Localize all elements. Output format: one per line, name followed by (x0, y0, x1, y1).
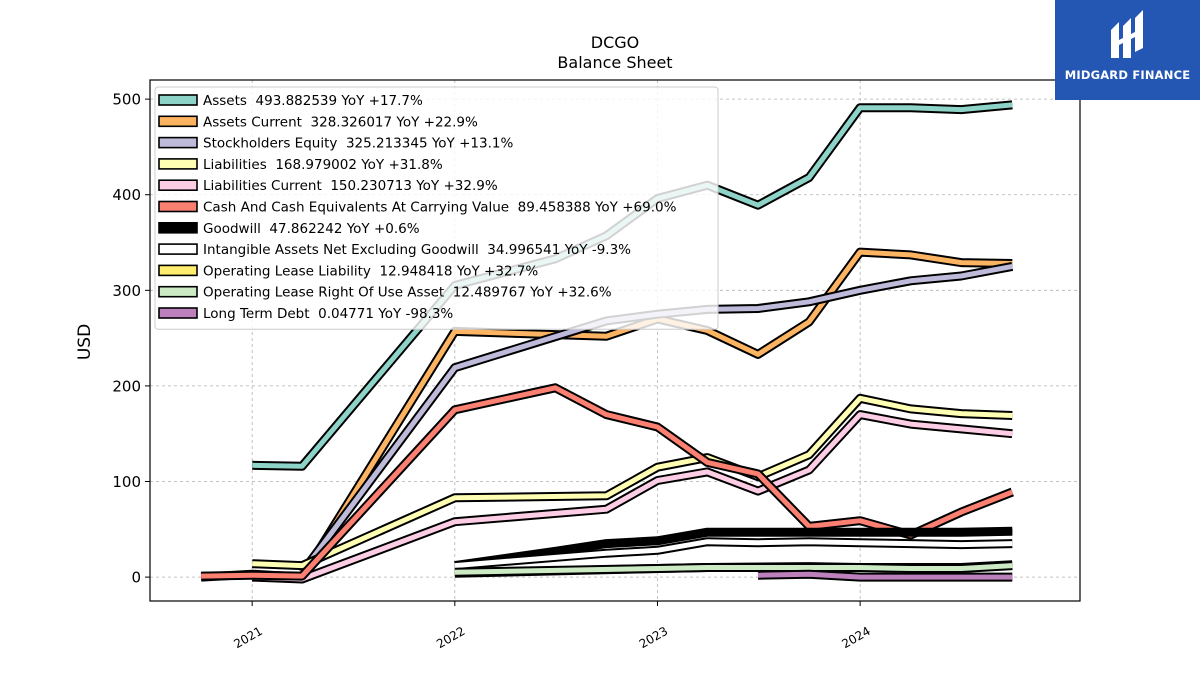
legend-box (154, 86, 719, 330)
y-axis-label: USD (75, 324, 95, 360)
legend-entry: Cash And Cash Equivalents At Carrying Va… (203, 200, 677, 216)
chart-subtitle: Balance Sheet (557, 53, 672, 72)
series-line (454, 526, 1013, 571)
y-tick-label: 300 (112, 282, 141, 300)
series-line (298, 261, 1014, 575)
x-tick-label: 2023 (637, 624, 670, 651)
legend-swatch (158, 307, 198, 319)
legend-swatch (158, 243, 198, 255)
legend-swatch (158, 285, 198, 298)
y-tick-label: 400 (112, 186, 141, 204)
series-lines (200, 100, 1014, 584)
legend-entry: Operating Lease Liability 12.948418 YoY … (203, 263, 538, 279)
series-line (454, 561, 1013, 577)
legend-swatch (158, 115, 198, 128)
x-tick-label: 2021 (231, 624, 264, 651)
x-axis-ticks: 2021 2022 2023 2024 (231, 601, 873, 651)
legend-entry: Assets 493.882539 YoY +17.7% (203, 93, 423, 109)
legend-swatch (158, 158, 198, 170)
y-axis-ticks: 0 100 200 300 400 500 (112, 91, 150, 587)
legend-swatch (158, 200, 198, 213)
legend-entry: Intangible Assets Net Excluding Goodwill… (203, 242, 631, 258)
x-tick-label: 2024 (839, 624, 872, 651)
legend-swatch (158, 179, 198, 191)
legend-swatch (158, 222, 198, 234)
legend-entry: Goodwill 47.862242 YoY +0.6% (203, 221, 420, 237)
series-line-stroke (300, 263, 1013, 574)
series-line-stroke (252, 412, 1013, 582)
legend-entry: Stockholders Equity 325.213345 YoY +13.1… (203, 136, 513, 152)
series-line (757, 569, 1013, 582)
series-line-stroke (454, 539, 1013, 569)
brand-name: MIDGARD FINANCE (1064, 68, 1191, 82)
series-line (454, 537, 1013, 571)
series-line-stroke (757, 571, 1013, 580)
series-line-stroke (454, 563, 1013, 575)
legend-entry: Long Term Debt 0.04771 YoY -98.3% (203, 306, 453, 322)
series-line-stroke (454, 528, 1013, 569)
brand-mark-icon (1111, 10, 1143, 58)
y-tick-label: 100 (112, 473, 141, 491)
legend-entry: Liabilities Current 150.230713 YoY +32.9… (203, 178, 498, 194)
legend: Assets 493.882539 YoY +17.7% Assets Curre… (154, 86, 719, 330)
brand-logo: MIDGARD FINANCE (1055, 0, 1200, 100)
plot-frame (149, 79, 1081, 602)
y-tick-label: 200 (112, 377, 141, 395)
y-tick-label: 0 (131, 569, 141, 587)
legend-entry: Assets Current 328.326017 YoY +22.9% (203, 114, 478, 130)
chart-title: DCGO (591, 33, 639, 52)
legend-entry: Operating Lease Right Of Use Asset 12.48… (203, 285, 612, 301)
legend-entry: Liabilities 168.979002 YoY +31.8% (203, 157, 443, 173)
y-tick-label: 500 (112, 91, 141, 109)
legend-swatch (158, 264, 198, 277)
series-line (252, 410, 1013, 584)
legend-swatch (158, 94, 198, 106)
x-tick-label: 2022 (434, 624, 467, 651)
legend-swatch (158, 136, 198, 149)
